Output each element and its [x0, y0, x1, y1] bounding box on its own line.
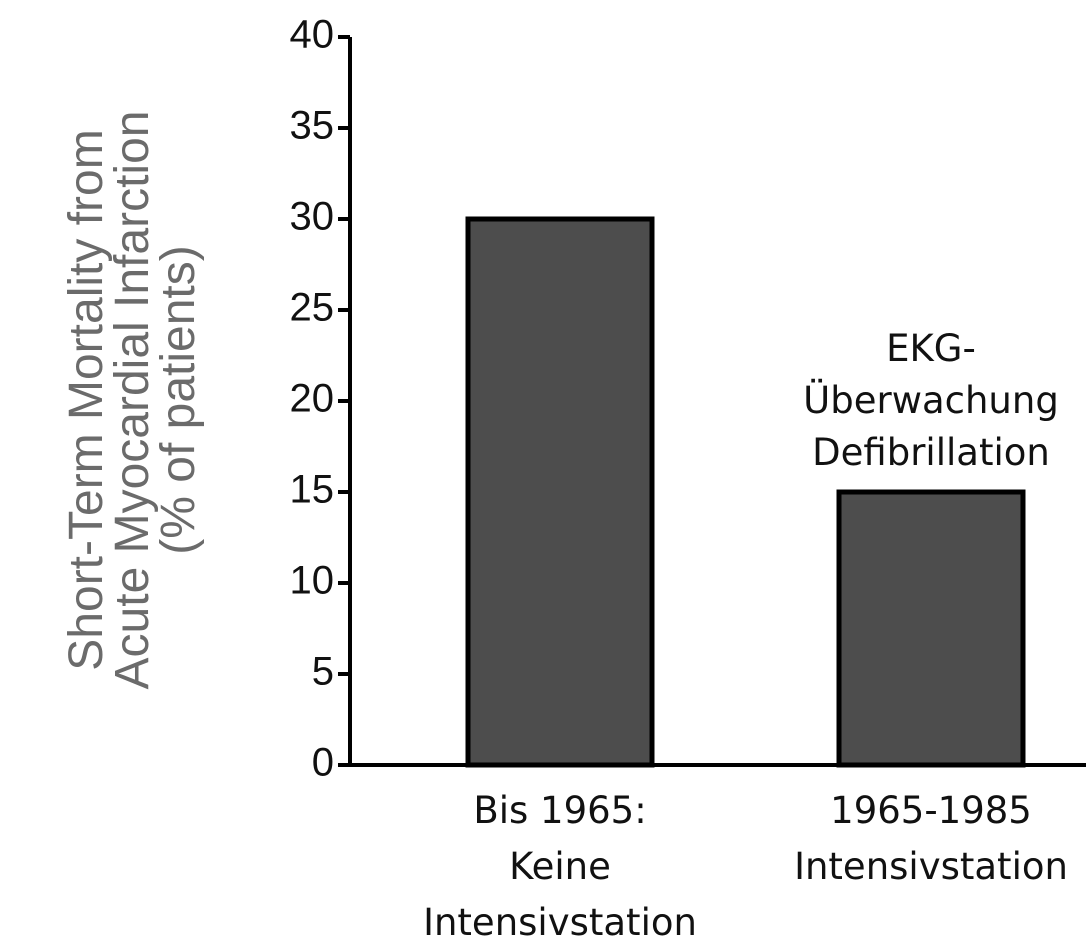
bar — [465, 216, 655, 768]
x-tick-label: 1965-1985 Intensivstation — [794, 789, 1068, 888]
y-tick-label: 35 — [290, 104, 335, 148]
y-tick-label: 15 — [290, 468, 335, 512]
y-tick-label: 40 — [290, 13, 335, 57]
y-tick-label: 5 — [312, 650, 334, 694]
y-tick-label: 0 — [312, 741, 334, 785]
bar — [836, 489, 1026, 768]
y-tick-label: 10 — [290, 559, 335, 603]
y-tick-label: 25 — [290, 286, 335, 330]
x-tick-label: Bis 1965: Keine Intensivstation — [423, 789, 697, 944]
annotation: EKG-Überwachung Defibrillation — [803, 327, 1059, 474]
y-tick-label: 20 — [290, 377, 335, 421]
y-tick-label: 30 — [290, 195, 335, 239]
y-axis-label: Short-Term Mortality fromAcute Myocardia… — [60, 111, 205, 690]
